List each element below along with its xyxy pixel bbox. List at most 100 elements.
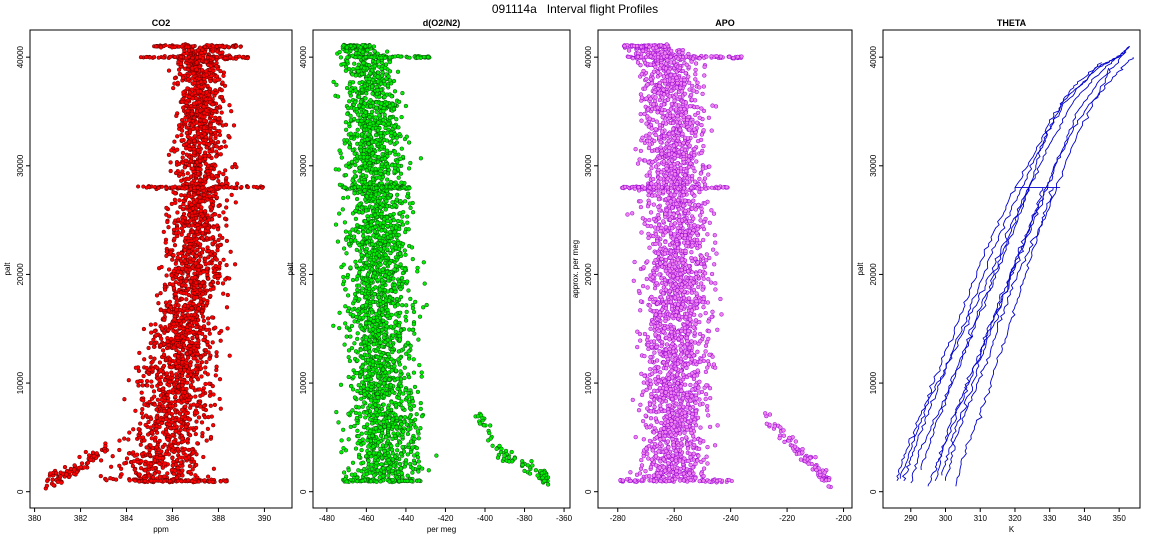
- data-point: [126, 451, 132, 456]
- data-point: [187, 463, 193, 469]
- data-point: [392, 132, 398, 137]
- data-point: [209, 199, 214, 204]
- data-point: [197, 331, 202, 336]
- data-point: [197, 199, 203, 204]
- data-point: [124, 456, 130, 461]
- data-point: [143, 478, 148, 484]
- data-point: [173, 296, 179, 301]
- data-point: [160, 386, 166, 391]
- data-point: [156, 470, 162, 475]
- data-point: [172, 243, 178, 248]
- data-point: [208, 204, 213, 210]
- data-point: [199, 308, 205, 314]
- data-point: [162, 310, 167, 316]
- data-point: [207, 331, 212, 336]
- data-point: [148, 462, 154, 467]
- y-tick-label: 10000: [16, 371, 25, 394]
- data-point: [166, 267, 172, 272]
- data-point: [44, 483, 50, 488]
- data-point: [350, 148, 355, 153]
- data-point: [158, 291, 163, 296]
- data-point: [189, 340, 194, 345]
- data-point: [356, 455, 362, 460]
- data-point: [202, 283, 207, 289]
- data-point: [389, 226, 395, 231]
- data-point: [174, 347, 179, 353]
- data-point: [215, 77, 220, 82]
- data-point: [198, 354, 203, 360]
- data-point: [217, 330, 222, 336]
- data-point: [215, 227, 221, 232]
- data-point: [148, 443, 153, 448]
- data-point: [211, 466, 217, 471]
- data-point: [177, 198, 182, 203]
- data-point: [359, 431, 364, 436]
- data-point: [217, 260, 223, 266]
- data-point: [412, 453, 417, 458]
- data-point: [182, 303, 187, 308]
- data-point: [222, 44, 227, 49]
- data-point: [406, 166, 412, 171]
- data-point: [363, 368, 368, 373]
- data-point: [180, 473, 185, 478]
- data-point: [173, 170, 179, 176]
- data-point: [154, 333, 159, 338]
- data-point: [213, 163, 218, 168]
- data-point: [227, 353, 232, 358]
- data-point: [188, 279, 193, 284]
- data-point: [208, 403, 213, 408]
- data-point: [418, 406, 423, 412]
- data-point: [373, 426, 378, 431]
- data-point: [170, 455, 175, 461]
- data-point: [183, 120, 188, 125]
- data-point: [410, 210, 416, 215]
- data-point: [213, 173, 219, 179]
- data-point: [152, 329, 157, 334]
- y-tick-label: 20000: [16, 263, 25, 286]
- data-point: [193, 479, 198, 484]
- data-point: [189, 111, 194, 116]
- data-point: [148, 355, 153, 360]
- data-point: [157, 401, 162, 406]
- data-point: [417, 314, 423, 319]
- data-point: [152, 184, 157, 190]
- y-tick-label: 30000: [16, 154, 25, 177]
- data-point: [197, 155, 203, 160]
- data-point: [172, 197, 178, 202]
- data-point: [229, 109, 234, 114]
- data-point: [197, 287, 203, 293]
- data-point: [360, 210, 365, 215]
- data-point: [175, 465, 180, 471]
- data-point: [195, 226, 201, 231]
- data-point: [397, 461, 403, 467]
- data-point: [198, 299, 203, 305]
- data-point: [371, 44, 377, 49]
- data-point: [201, 110, 207, 116]
- data-point: [223, 479, 228, 484]
- data-point: [164, 185, 169, 191]
- data-point: [202, 370, 208, 375]
- data-point: [137, 430, 143, 436]
- data-point: [195, 89, 201, 94]
- data-point: [181, 75, 186, 80]
- data-point: [173, 394, 178, 399]
- data-point: [389, 443, 394, 449]
- plot-area-o2n2: [331, 42, 551, 487]
- data-point: [384, 138, 390, 143]
- data-point: [218, 406, 223, 411]
- data-point: [175, 269, 181, 274]
- data-point: [198, 404, 203, 409]
- data-point: [199, 280, 205, 285]
- data-point: [139, 411, 145, 416]
- data-point: [156, 387, 162, 392]
- data-point: [362, 466, 367, 472]
- data-point: [361, 229, 366, 235]
- data-point: [136, 383, 141, 388]
- data-point: [195, 441, 200, 446]
- data-point: [171, 345, 176, 350]
- y-tick-label: 0: [16, 489, 25, 494]
- data-point: [159, 420, 164, 426]
- data-point: [203, 156, 208, 161]
- data-point: [191, 233, 197, 239]
- data-point: [195, 351, 200, 357]
